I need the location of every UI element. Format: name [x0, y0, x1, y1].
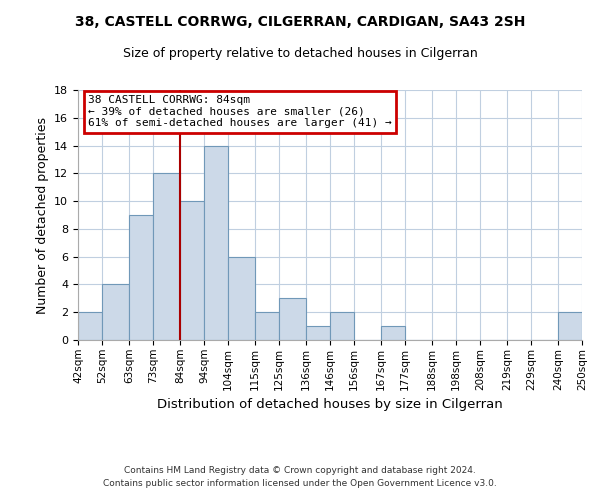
X-axis label: Distribution of detached houses by size in Cilgerran: Distribution of detached houses by size …	[157, 398, 503, 411]
Bar	[204, 146, 228, 340]
Y-axis label: Number of detached properties: Number of detached properties	[35, 116, 49, 314]
Bar	[228, 256, 255, 340]
Bar	[129, 215, 153, 340]
Bar	[180, 201, 204, 340]
Bar	[306, 326, 330, 340]
Bar	[279, 298, 306, 340]
Bar	[78, 312, 102, 340]
Text: 38, CASTELL CORRWG, CILGERRAN, CARDIGAN, SA43 2SH: 38, CASTELL CORRWG, CILGERRAN, CARDIGAN,…	[75, 15, 525, 29]
Bar	[255, 312, 279, 340]
Bar	[558, 312, 582, 340]
Text: Size of property relative to detached houses in Cilgerran: Size of property relative to detached ho…	[122, 48, 478, 60]
Text: 38 CASTELL CORRWG: 84sqm
← 39% of detached houses are smaller (26)
61% of semi-d: 38 CASTELL CORRWG: 84sqm ← 39% of detach…	[88, 95, 392, 128]
Text: Contains HM Land Registry data © Crown copyright and database right 2024.
Contai: Contains HM Land Registry data © Crown c…	[103, 466, 497, 487]
Bar	[153, 174, 180, 340]
Bar	[102, 284, 129, 340]
Bar	[381, 326, 405, 340]
Bar	[330, 312, 354, 340]
